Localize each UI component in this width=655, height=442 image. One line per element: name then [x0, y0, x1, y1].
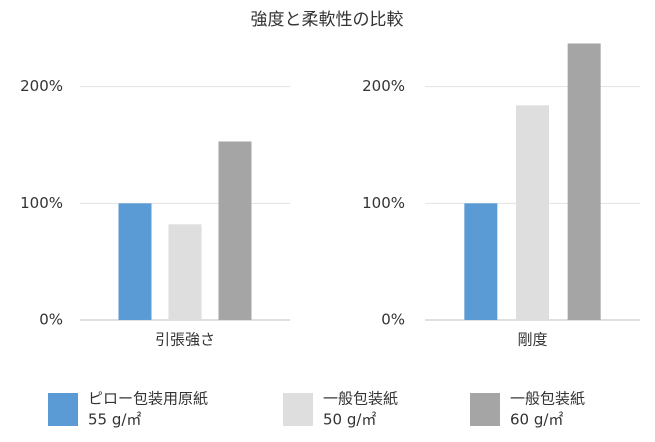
chart-title: 強度と柔軟性の比較	[251, 10, 404, 30]
legend-weight: 55 g/㎡	[88, 411, 141, 429]
legend-label: 一般包装紙	[323, 390, 398, 408]
bar	[118, 203, 152, 320]
legend-swatch	[48, 393, 78, 426]
legend-weight: 50 g/㎡	[323, 411, 376, 429]
legend-label: ピロー包装用原紙	[88, 390, 208, 408]
y-tick-label: 100%	[20, 194, 63, 212]
bar	[218, 141, 252, 320]
y-tick-label: 0%	[381, 311, 405, 329]
legend-swatch	[470, 393, 500, 426]
x-tick-label: 剛度	[517, 331, 547, 349]
legend-swatch	[283, 393, 313, 426]
y-tick-label: 100%	[362, 194, 405, 212]
bar	[516, 105, 549, 320]
legend-label: 一般包装紙	[510, 390, 585, 408]
bar	[464, 203, 498, 320]
legend-weight: 60 g/㎡	[510, 411, 563, 429]
bar	[567, 43, 601, 320]
x-tick-label: 引張強さ	[155, 331, 215, 349]
y-tick-label: 0%	[39, 311, 63, 329]
bar	[168, 224, 202, 320]
y-tick-label: 200%	[362, 77, 405, 95]
y-tick-label: 200%	[20, 77, 63, 95]
